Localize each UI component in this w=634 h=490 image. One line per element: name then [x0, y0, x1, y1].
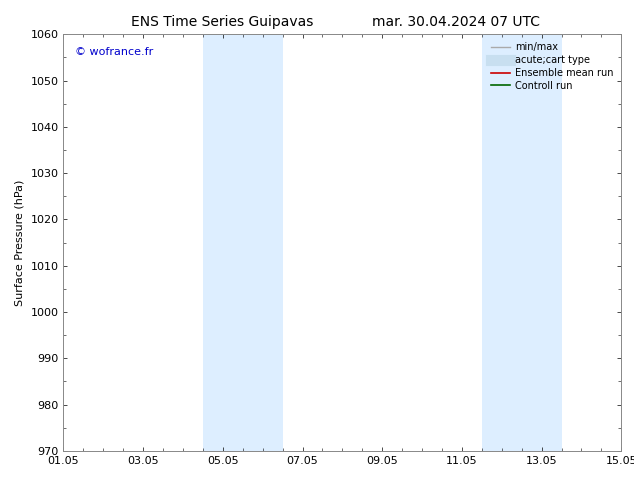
Bar — [482, 34, 522, 451]
Text: ENS Time Series Guipavas: ENS Time Series Guipavas — [131, 15, 313, 29]
Y-axis label: Surface Pressure (hPa): Surface Pressure (hPa) — [15, 179, 25, 306]
Bar — [522, 34, 562, 451]
Text: © wofrance.fr: © wofrance.fr — [75, 47, 153, 57]
Bar — [203, 34, 243, 451]
Bar — [243, 34, 283, 451]
Text: mar. 30.04.2024 07 UTC: mar. 30.04.2024 07 UTC — [373, 15, 540, 29]
Legend: min/max, acute;cart type, Ensemble mean run, Controll run: min/max, acute;cart type, Ensemble mean … — [488, 39, 616, 94]
